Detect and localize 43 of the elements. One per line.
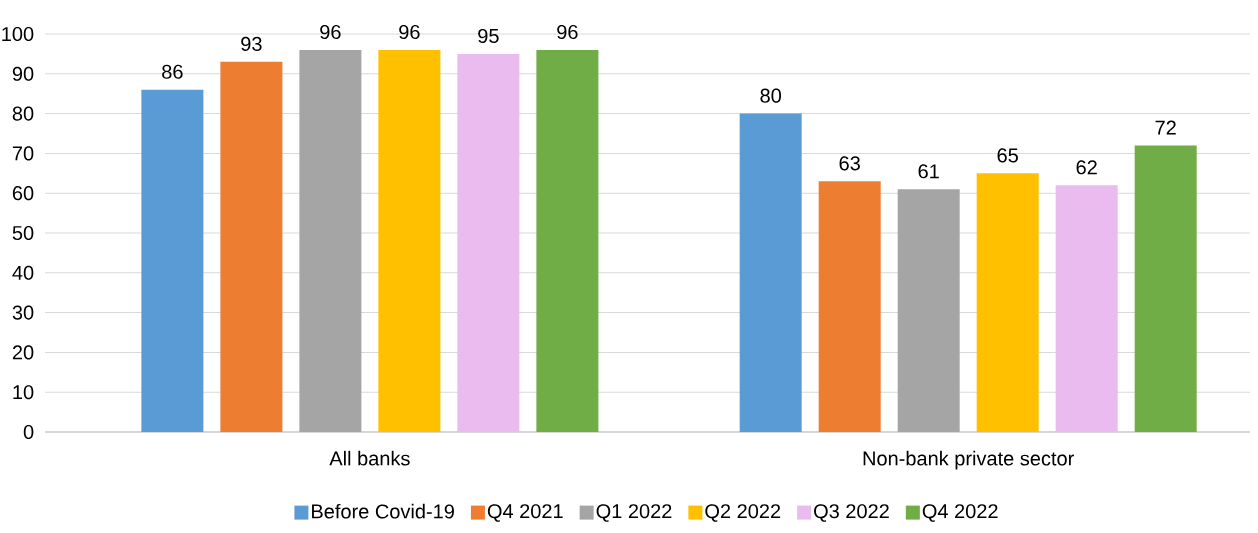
legend-label: Q4 2021 (487, 504, 563, 522)
bar (976, 173, 1039, 432)
data-label: 95 (478, 28, 499, 44)
bar (818, 181, 881, 432)
bar (378, 49, 441, 432)
legend-label: Q2 2022 (705, 504, 781, 522)
data-label: 96 (320, 24, 341, 40)
legend-label: Q1 2022 (596, 504, 672, 522)
data-label: 96 (557, 24, 578, 40)
y-tick-label: 20 (12, 345, 34, 360)
data-label: 62 (1076, 160, 1097, 175)
data-label: 63 (839, 156, 860, 171)
y-tick-label: 40 (12, 265, 34, 280)
bar (220, 61, 283, 432)
y-tick-label: 0 (23, 424, 34, 440)
y-tick-label: 100 (2, 26, 34, 42)
bar (739, 113, 802, 432)
bar (141, 89, 204, 432)
legend-label: Before Covid-19 (312, 503, 454, 519)
data-label: 93 (241, 36, 262, 51)
y-tick-label: 90 (12, 66, 34, 81)
y-tick-label: 10 (13, 385, 34, 400)
data-label: 72 (1155, 120, 1176, 135)
y-tick-label: 50 (12, 225, 34, 241)
data-label: 65 (997, 148, 1018, 163)
data-label: 61 (918, 164, 939, 179)
legend-label: Q4 2022 (922, 504, 998, 522)
legend-label: Q3 2022 (814, 504, 889, 522)
y-tick-label: 80 (12, 106, 34, 121)
bar (897, 189, 960, 432)
y-tick-label: 60 (12, 186, 34, 201)
data-label: 86 (162, 64, 183, 79)
data-label: 96 (399, 24, 420, 40)
bar (299, 49, 362, 432)
bar (1134, 145, 1197, 432)
bar (457, 53, 520, 432)
x-tick-label: All banks (329, 450, 410, 466)
data-label: 80 (760, 88, 782, 103)
y-tick-label: 30 (12, 305, 34, 320)
bar (536, 49, 599, 432)
x-tick-label: Non-bank private sector (863, 450, 1074, 470)
y-tick-label: 70 (12, 146, 34, 161)
bar (1055, 185, 1118, 432)
